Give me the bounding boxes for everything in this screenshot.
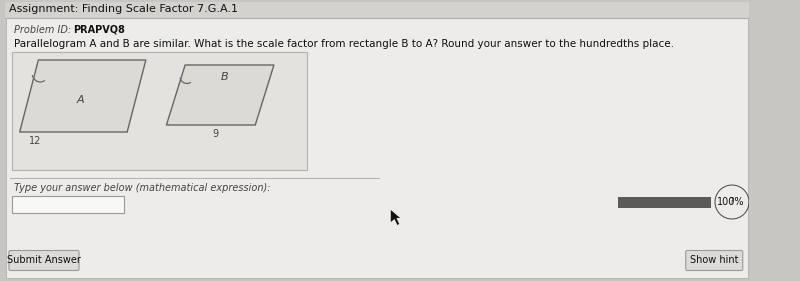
Text: PRAPVQ8: PRAPVQ8 [73,25,125,35]
FancyBboxPatch shape [686,250,742,271]
Text: Parallelogram A and B are similar. What is the scale factor from rectangle B to : Parallelogram A and B are similar. What … [14,39,674,49]
FancyBboxPatch shape [12,196,124,213]
FancyBboxPatch shape [9,250,79,271]
Text: Assignment: Finding Scale Factor 7.G.A.1: Assignment: Finding Scale Factor 7.G.A.1 [10,4,238,14]
Text: Type your answer below (mathematical expression):: Type your answer below (mathematical exp… [14,183,270,193]
FancyBboxPatch shape [618,197,711,208]
Text: 12: 12 [29,136,42,146]
Text: A: A [77,95,85,105]
Text: Submit Answer: Submit Answer [7,255,81,265]
Text: 100%: 100% [717,197,745,207]
Polygon shape [166,65,274,125]
FancyBboxPatch shape [3,0,750,18]
Text: ?: ? [730,198,734,207]
Text: B: B [221,72,229,82]
Polygon shape [20,60,146,132]
Polygon shape [390,210,400,225]
FancyBboxPatch shape [12,52,306,170]
Text: Show hint: Show hint [690,255,738,265]
FancyBboxPatch shape [6,18,748,278]
Text: 9: 9 [213,129,218,139]
Text: Problem ID:: Problem ID: [14,25,78,35]
